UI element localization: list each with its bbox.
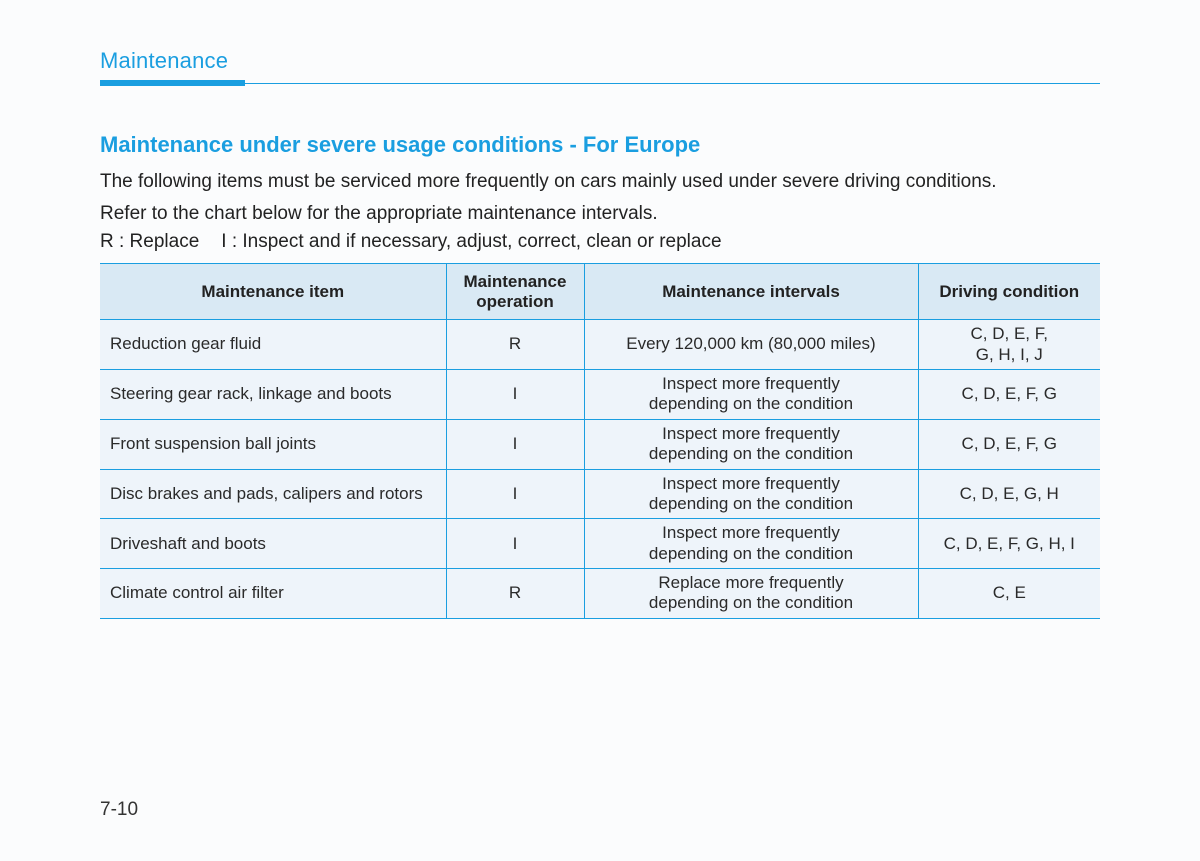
cell-intervals: Replace more frequently depending on the… [584, 569, 918, 619]
table-row: Steering gear rack, linkage and boots I … [100, 369, 1100, 419]
subheading: Maintenance under severe usage condition… [100, 132, 1100, 158]
cell-intervals: Inspect more frequently depending on the… [584, 369, 918, 419]
table-row: Reduction gear fluid R Every 120,000 km … [100, 320, 1100, 370]
cell-item: Front suspension ball joints [100, 419, 446, 469]
cell-intervals: Inspect more frequently depending on the… [584, 419, 918, 469]
cell-operation: R [446, 320, 584, 370]
table-row: Disc brakes and pads, calipers and rotor… [100, 469, 1100, 519]
cell-operation: I [446, 519, 584, 569]
legend-line: R : Replace I : Inspect and if necessary,… [100, 231, 1100, 253]
intro-line-2: Refer to the chart below for the appropr… [100, 200, 1100, 228]
cell-item: Steering gear rack, linkage and boots [100, 369, 446, 419]
cell-intervals: Inspect more frequently depending on the… [584, 519, 918, 569]
col-header-operation: Maintenance operation [446, 264, 584, 320]
section-title: Maintenance [100, 48, 1100, 74]
cell-condition: C, D, E, F, G [918, 419, 1100, 469]
table-header-row: Maintenance item Maintenance operation M… [100, 264, 1100, 320]
maintenance-table: Maintenance item Maintenance operation M… [100, 263, 1100, 619]
intro-line-1: The following items must be serviced mor… [100, 168, 1100, 196]
cell-item: Disc brakes and pads, calipers and rotor… [100, 469, 446, 519]
table-row: Front suspension ball joints I Inspect m… [100, 419, 1100, 469]
cell-operation: I [446, 369, 584, 419]
legend-replace: R : Replace [100, 231, 199, 252]
col-header-item: Maintenance item [100, 264, 446, 320]
cell-condition: C, D, E, F, G [918, 369, 1100, 419]
header-rule-thick [100, 80, 245, 86]
cell-item: Driveshaft and boots [100, 519, 446, 569]
cell-item: Climate control air filter [100, 569, 446, 619]
page-number: 7-10 [100, 799, 138, 821]
cell-intervals: Every 120,000 km (80,000 miles) [584, 320, 918, 370]
cell-operation: R [446, 569, 584, 619]
table-row: Climate control air filter R Replace mor… [100, 569, 1100, 619]
cell-condition: C, E [918, 569, 1100, 619]
header-rule [100, 80, 1100, 86]
table-row: Driveshaft and boots I Inspect more freq… [100, 519, 1100, 569]
col-header-intervals: Maintenance intervals [584, 264, 918, 320]
header-rule-thin [100, 83, 1100, 84]
cell-item: Reduction gear fluid [100, 320, 446, 370]
page: Maintenance Maintenance under severe usa… [0, 0, 1200, 619]
cell-condition: C, D, E, F, G, H, I, J [918, 320, 1100, 370]
cell-operation: I [446, 469, 584, 519]
cell-operation: I [446, 419, 584, 469]
cell-condition: C, D, E, G, H [918, 469, 1100, 519]
col-header-condition: Driving condition [918, 264, 1100, 320]
legend-inspect: I : Inspect and if necessary, adjust, co… [221, 231, 721, 252]
cell-condition: C, D, E, F, G, H, I [918, 519, 1100, 569]
cell-intervals: Inspect more frequently depending on the… [584, 469, 918, 519]
